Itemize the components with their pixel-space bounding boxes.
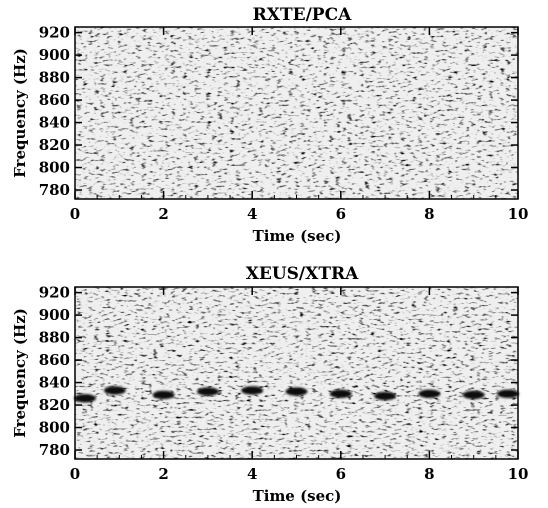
x-axis-ticks: 0 2 4 6 8 10 (70, 287, 529, 483)
panel-title: XEUS/XTRA (246, 264, 359, 284)
y-tick-label: 780 (39, 181, 70, 199)
y-tick-label: 820 (39, 396, 70, 414)
signal-point (285, 387, 308, 396)
x-tick-label: 2 (158, 205, 168, 223)
signal-point (74, 394, 96, 403)
x-tick-label: 10 (508, 465, 529, 483)
signal-point (152, 390, 175, 400)
x-tick-label: 4 (247, 205, 257, 223)
y-tick-label: 840 (39, 374, 70, 392)
signal-point (241, 386, 264, 395)
heatmap-image (75, 287, 518, 459)
x-tick-label: 6 (336, 205, 346, 223)
y-tick-label: 880 (39, 69, 70, 87)
y-tick-label: 900 (39, 306, 70, 324)
y-axis-label: Frequency (Hz) (11, 48, 29, 178)
x-tick-label: 8 (424, 465, 434, 483)
x-axis-ticks: 0 2 4 6 8 10 (70, 27, 529, 223)
signal-layer (74, 386, 519, 403)
signal-point (497, 389, 519, 398)
x-tick-label: 10 (508, 205, 529, 223)
y-axis-label: Frequency (Hz) (11, 308, 29, 438)
y-tick-label: 900 (39, 46, 70, 64)
signal-point (418, 389, 441, 398)
y-tick-label: 820 (39, 136, 70, 154)
panel-title: RXTE/PCA (253, 5, 352, 25)
y-tick-label: 840 (39, 114, 70, 132)
spectrogram-panel-xeus: XEUS/XTRA 780 800 820 840 860 880 900 920 0 2 4 6 8… (11, 264, 528, 505)
y-tick-label: 920 (39, 24, 70, 42)
y-tick-label: 860 (39, 351, 70, 369)
x-tick-label: 2 (158, 465, 168, 483)
x-tick-label: 6 (336, 465, 346, 483)
heatmap-noise (75, 27, 518, 199)
y-tick-label: 860 (39, 91, 70, 109)
y-tick-label: 920 (39, 284, 70, 302)
y-axis-ticks: 780 800 820 840 860 880 900 920 (39, 24, 518, 199)
signal-point (374, 391, 397, 401)
x-tick-label: 4 (247, 465, 257, 483)
y-tick-label: 880 (39, 329, 70, 347)
y-tick-label: 800 (39, 419, 70, 437)
signal-point (462, 390, 485, 400)
x-tick-label: 8 (424, 205, 434, 223)
signal-point (196, 387, 219, 396)
heatmap-image (75, 27, 518, 199)
y-tick-label: 800 (39, 159, 70, 177)
signal-point (103, 386, 126, 395)
y-axis-ticks: 780 800 820 840 860 880 900 920 (39, 284, 518, 459)
y-tick-label: 780 (39, 441, 70, 459)
x-tick-label: 0 (70, 465, 80, 483)
x-axis-label: Time (sec) (253, 227, 342, 245)
x-axis-label: Time (sec) (253, 487, 342, 505)
x-tick-label: 0 (70, 205, 80, 223)
spectrogram-panel-rxte: RXTE/PCA 780 800 820 840 860 880 900 920 0 2 4 6 8 1… (11, 5, 528, 245)
signal-point (329, 389, 352, 398)
heatmap-noise (75, 287, 518, 459)
